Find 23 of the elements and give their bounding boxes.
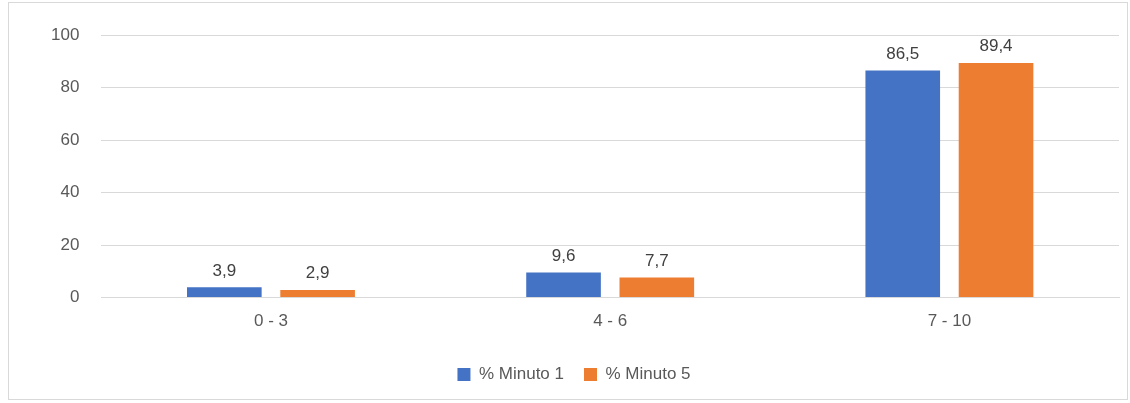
y-tick-label: 60 xyxy=(60,129,80,149)
bar xyxy=(526,272,601,298)
bar xyxy=(280,289,355,298)
bar xyxy=(958,63,1034,298)
x-tick-label: 4 - 6 xyxy=(593,311,628,331)
y-tick-label: 20 xyxy=(60,234,80,254)
data-label: 9,6 xyxy=(551,245,576,265)
bar xyxy=(865,70,941,298)
y-tick-label: 40 xyxy=(60,182,80,202)
x-tick-label: 7 - 10 xyxy=(927,311,972,331)
x-tick-label: 0 - 3 xyxy=(253,311,288,331)
data-label: 2,9 xyxy=(305,263,330,283)
data-label: 86,5 xyxy=(886,43,920,63)
data-label: 3,9 xyxy=(212,260,237,280)
bar xyxy=(187,287,262,298)
bar xyxy=(619,277,695,298)
legend-label: % Minuto 1 xyxy=(478,364,565,384)
y-tick-label: 80 xyxy=(60,77,80,97)
data-label: 7,7 xyxy=(645,250,669,270)
y-tick-label: 100 xyxy=(50,24,80,44)
data-label: 89,4 xyxy=(979,36,1013,56)
y-tick-label: 0 xyxy=(69,287,80,307)
legend-label: % Minuto 5 xyxy=(605,364,691,384)
